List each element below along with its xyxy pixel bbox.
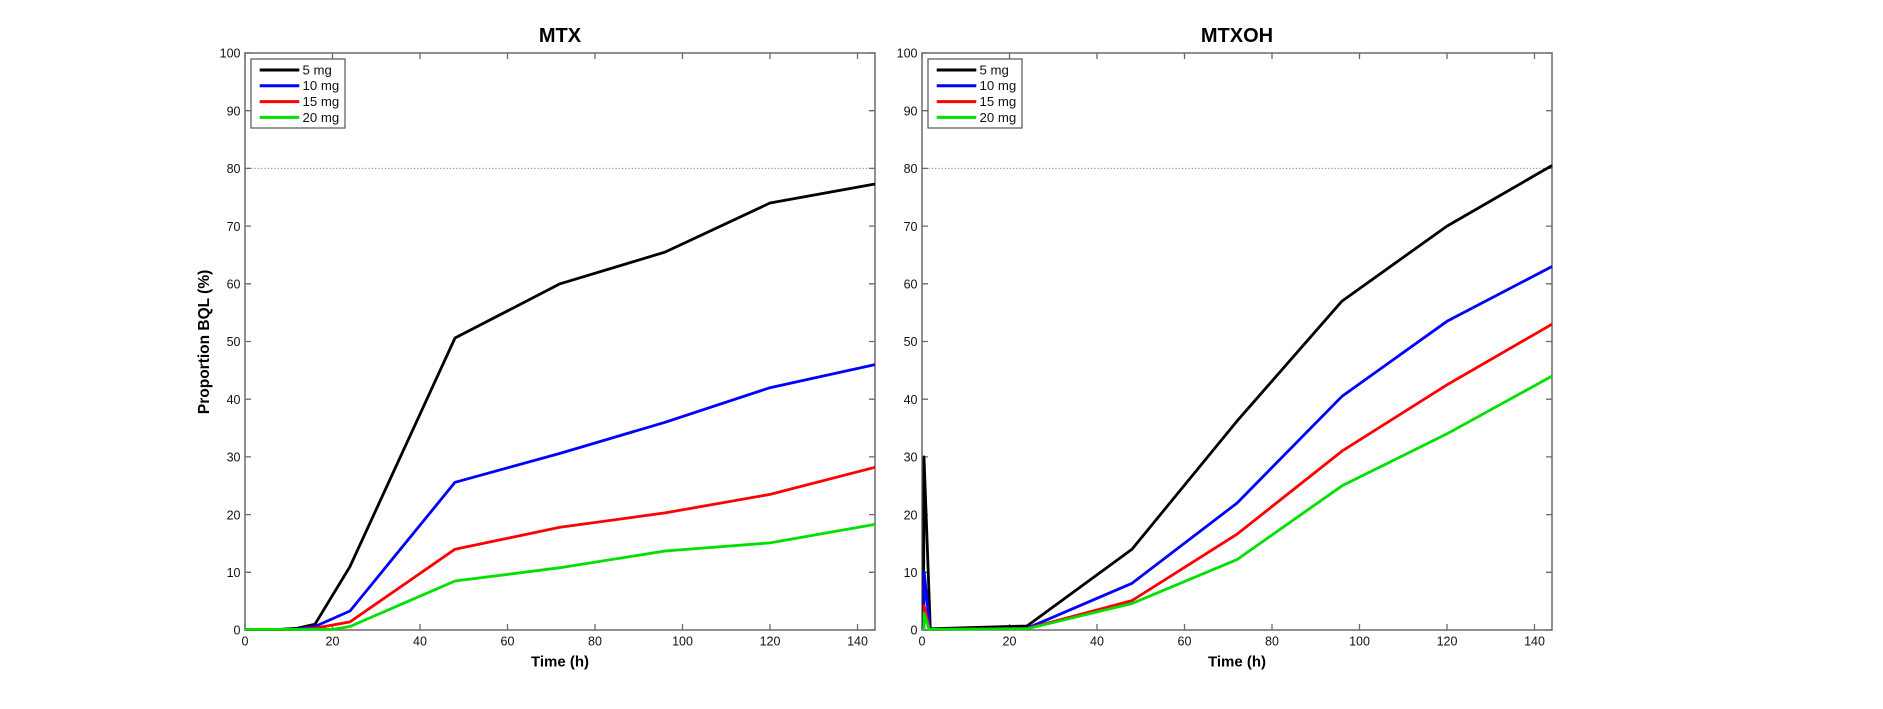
svg-text:100: 100 [1349, 635, 1370, 649]
svg-text:MTX: MTX [539, 25, 582, 47]
svg-text:0: 0 [242, 635, 249, 649]
svg-text:80: 80 [1265, 635, 1279, 649]
svg-text:0: 0 [919, 635, 926, 649]
svg-text:10 mg: 10 mg [980, 78, 1017, 93]
svg-text:50: 50 [904, 335, 918, 349]
svg-text:5 mg: 5 mg [303, 62, 332, 77]
svg-text:0: 0 [234, 624, 241, 638]
svg-text:MTXOH: MTXOH [1201, 25, 1273, 47]
svg-text:140: 140 [1524, 635, 1545, 649]
svg-text:90: 90 [904, 104, 918, 118]
svg-text:70: 70 [227, 220, 241, 234]
svg-text:120: 120 [760, 635, 781, 649]
svg-text:10: 10 [904, 566, 918, 580]
svg-text:20 mg: 20 mg [980, 110, 1017, 125]
svg-text:10 mg: 10 mg [303, 78, 340, 93]
svg-text:15 mg: 15 mg [980, 94, 1017, 109]
svg-text:80: 80 [904, 162, 918, 176]
svg-text:10: 10 [227, 566, 241, 580]
svg-text:100: 100 [220, 47, 241, 61]
svg-text:20 mg: 20 mg [303, 110, 340, 125]
svg-text:40: 40 [904, 393, 918, 407]
svg-text:40: 40 [1090, 635, 1104, 649]
svg-text:5 mg: 5 mg [980, 62, 1009, 77]
svg-text:30: 30 [904, 451, 918, 465]
svg-text:0: 0 [911, 624, 918, 638]
svg-text:20: 20 [227, 508, 241, 522]
svg-text:100: 100 [897, 47, 918, 61]
svg-text:Time (h): Time (h) [1208, 654, 1266, 671]
svg-text:20: 20 [1003, 635, 1017, 649]
svg-text:40: 40 [227, 393, 241, 407]
svg-text:60: 60 [904, 278, 918, 292]
svg-text:Time (h): Time (h) [531, 654, 589, 671]
svg-text:90: 90 [227, 104, 241, 118]
svg-text:Proportion BQL (%): Proportion BQL (%) [196, 270, 213, 414]
svg-text:60: 60 [501, 635, 515, 649]
svg-text:20: 20 [326, 635, 340, 649]
svg-text:70: 70 [904, 220, 918, 234]
svg-text:30: 30 [227, 451, 241, 465]
svg-text:40: 40 [413, 635, 427, 649]
svg-text:80: 80 [588, 635, 602, 649]
svg-text:80: 80 [227, 162, 241, 176]
svg-text:60: 60 [1178, 635, 1192, 649]
svg-text:20: 20 [904, 508, 918, 522]
svg-text:120: 120 [1437, 635, 1458, 649]
svg-text:60: 60 [227, 278, 241, 292]
svg-text:50: 50 [227, 335, 241, 349]
svg-text:100: 100 [672, 635, 693, 649]
svg-text:140: 140 [847, 635, 868, 649]
svg-text:15 mg: 15 mg [303, 94, 340, 109]
